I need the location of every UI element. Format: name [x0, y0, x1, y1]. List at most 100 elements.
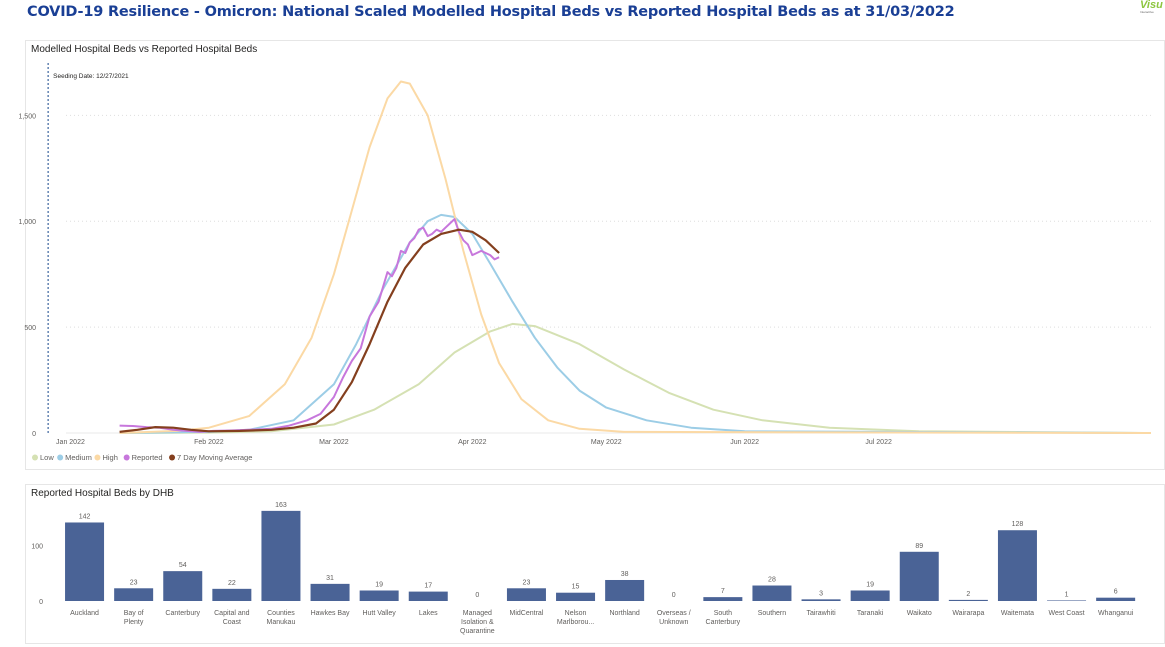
bar-data-label: 38 [621, 571, 629, 578]
bar-data-label: 19 [866, 581, 874, 588]
bar-data-label: 142 [79, 513, 91, 520]
category-label: West Coast [1049, 610, 1085, 617]
bar-data-label: 6 [1114, 589, 1118, 596]
line-chart[interactable]: 0 500 1,000 1,500 Jan 2022 Feb 2022 Mar 2022 Ap… [18, 41, 1165, 471]
bar-data-label: 31 [326, 575, 334, 582]
bar [114, 588, 154, 601]
category-label: Southern [758, 610, 787, 617]
legend-swatch [94, 454, 101, 461]
bar-data-label: 28 [768, 577, 776, 584]
series-line-7-day-moving-average [119, 228, 500, 433]
series-line-low [119, 322, 1152, 434]
legend-item-7-day-moving-average: 7 Day Moving Average [177, 453, 252, 462]
category-label: Lakes [419, 610, 438, 617]
category-label: Taranaki [857, 610, 884, 617]
bar [1096, 597, 1136, 601]
brand-logo: Visu Interactive [1140, 0, 1163, 14]
x-tick-label: Jan 2022 [56, 439, 85, 446]
legend-item-reported: Reported [132, 453, 163, 462]
series-line-high [119, 80, 1152, 434]
legend-item-low: Low [40, 453, 54, 462]
page-title: COVID-19 Resilience - Omicron: National … [27, 4, 955, 20]
y-tick-label: 0 [32, 431, 36, 438]
bar-data-label: 54 [179, 562, 187, 569]
bar [506, 588, 546, 601]
bar [408, 591, 448, 601]
category-label: Northland [609, 610, 639, 617]
x-tick-label: Jul 2022 [865, 439, 892, 446]
series-line-reported [119, 218, 500, 433]
bar-data-label: 3 [819, 590, 823, 597]
seeding-date-label: Seeding Date: 12/27/2021 [53, 73, 129, 80]
bar-chart-panel[interactable]: Reported Hospital Beds by DHB 0 100 142 Auc… [25, 484, 1165, 644]
x-tick-label: Mar 2022 [319, 439, 349, 446]
y-tick-label: 500 [24, 325, 36, 332]
line-chart-panel[interactable]: Modelled Hospital Beds vs Reported Hospi… [18, 40, 1165, 471]
bar-data-label: 0 [475, 592, 479, 599]
bar-data-label: 17 [424, 583, 432, 590]
x-tick-label: Apr 2022 [458, 439, 487, 446]
category-label: South Canterbury [706, 610, 741, 626]
bar-data-label: 19 [375, 581, 383, 588]
bar [703, 597, 743, 601]
bar [65, 522, 105, 601]
category-label: Counties Manukau [267, 610, 296, 626]
category-label: Waitemata [1001, 610, 1034, 617]
legend-item-medium: Medium [65, 453, 92, 462]
category-label: Hawkes Bay [311, 610, 350, 617]
bar-chart-title: Reported Hospital Beds by DHB [31, 488, 174, 499]
category-label: Bay of Plenty [124, 610, 144, 626]
bar-data-label: 22 [228, 580, 236, 587]
bar-data-label: 23 [523, 579, 531, 586]
category-label: Nelson Marlborou... [557, 610, 594, 626]
bar [948, 599, 988, 601]
bar [605, 579, 645, 601]
x-tick-label: Jun 2022 [730, 439, 759, 446]
legend-swatch [57, 454, 64, 461]
category-label: Wairarapa [952, 610, 984, 617]
y-tick-label: 0 [39, 599, 43, 606]
category-label: Whanganui [1098, 610, 1134, 617]
bar [261, 510, 301, 601]
bar [556, 592, 596, 601]
bar-data-label: 2 [966, 591, 970, 598]
bar [752, 585, 792, 601]
bar [801, 599, 841, 601]
bar-data-label: 163 [275, 502, 287, 509]
bar [1047, 600, 1087, 601]
category-label: Managed Isolation & Quarantine [460, 610, 495, 635]
category-label: Hutt Valley [362, 610, 396, 617]
bar [997, 530, 1037, 601]
bar [899, 551, 939, 601]
legend-item-high: High [102, 453, 117, 462]
y-tick-label: 1,500 [18, 113, 36, 120]
y-tick-label: 100 [31, 544, 43, 551]
series-line-medium [119, 213, 1152, 434]
line-chart-title: Modelled Hospital Beds vs Reported Hospi… [31, 44, 258, 55]
bar-data-label: 1 [1065, 591, 1069, 598]
bar [310, 583, 350, 601]
bar-data-label: 15 [572, 584, 580, 591]
category-label: Tairawhiti [806, 610, 836, 617]
bar-data-label: 89 [915, 543, 923, 550]
category-label: Waikato [907, 610, 932, 617]
bar [850, 590, 890, 601]
x-tick-label: Feb 2022 [194, 439, 224, 446]
bar-data-label: 7 [721, 588, 725, 595]
x-tick-label: May 2022 [591, 439, 622, 446]
category-label: Canterbury [165, 610, 200, 617]
bar [212, 588, 252, 601]
bar [359, 590, 399, 601]
bar-data-label: 0 [672, 592, 676, 599]
legend-swatch [169, 454, 176, 461]
y-tick-label: 1,000 [18, 219, 36, 226]
category-label: Capital and Coast [214, 610, 250, 626]
category-label: Auckland [70, 610, 99, 617]
bar [163, 571, 203, 601]
legend-swatch [123, 454, 130, 461]
bar-data-label: 128 [1012, 521, 1024, 528]
legend-swatch [32, 454, 38, 461]
category-label: Overseas / Unknown [657, 610, 691, 626]
category-label: MidCentral [510, 610, 544, 617]
